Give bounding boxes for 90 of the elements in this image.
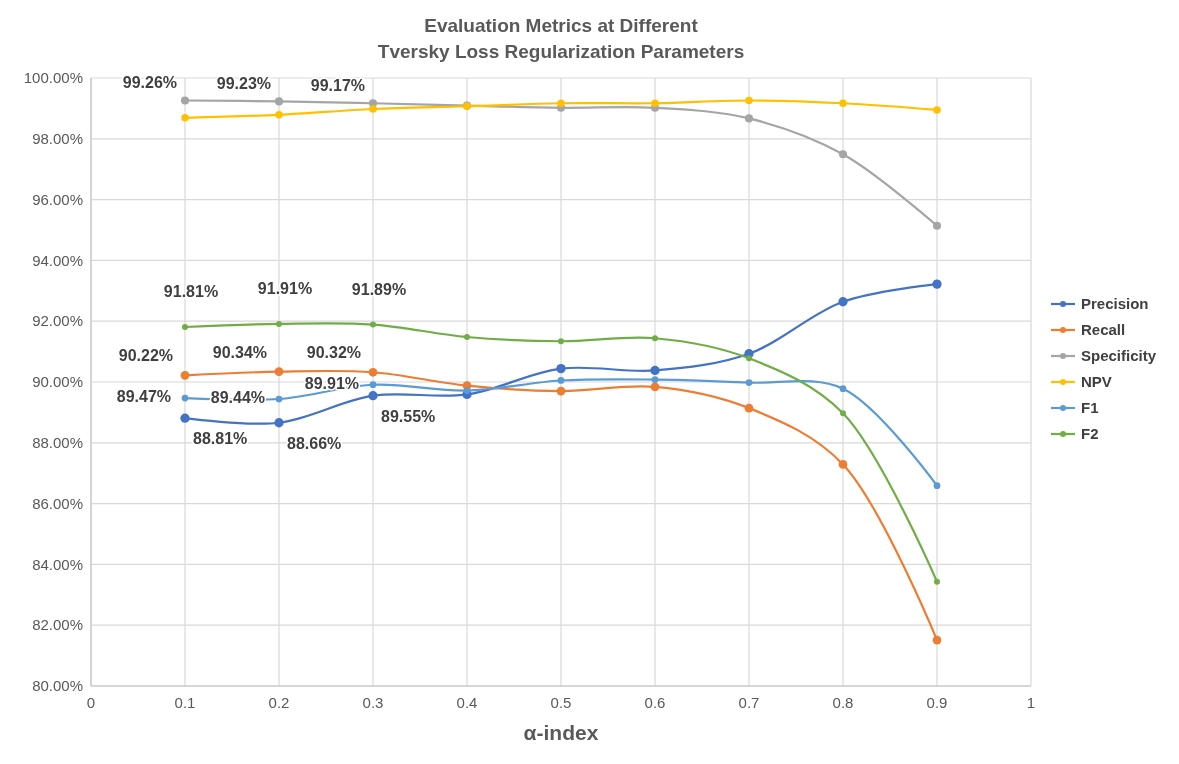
y-tick-label: 92.00% xyxy=(32,312,83,330)
y-tick-label: 90.00% xyxy=(32,373,83,391)
point xyxy=(839,385,847,393)
point xyxy=(933,106,941,114)
data-label: 99.23% xyxy=(216,75,271,93)
point xyxy=(181,394,189,402)
point xyxy=(932,221,942,230)
point xyxy=(180,370,190,380)
point xyxy=(932,279,942,289)
data-label: 90.32% xyxy=(306,344,361,362)
point xyxy=(933,482,941,490)
point xyxy=(182,324,188,330)
point xyxy=(652,335,658,342)
data-label: 89.55% xyxy=(381,407,436,425)
x-tick-label: 0.4 xyxy=(456,694,478,711)
point xyxy=(745,96,753,105)
x-axis-title: α-index xyxy=(523,721,599,744)
x-tick-label: 0 xyxy=(86,694,96,711)
point xyxy=(274,418,284,428)
point xyxy=(557,377,565,384)
point xyxy=(463,387,471,394)
chart-title: Evaluation Metrics at Different Tversky Loss Regularization Parameters xyxy=(377,15,745,62)
point xyxy=(932,635,942,645)
x-tick-label: 0.2 xyxy=(268,694,290,711)
y-tick-label: 84.00% xyxy=(32,555,83,573)
point xyxy=(276,320,282,327)
y-tick-label: 86.00% xyxy=(32,494,83,512)
y-tick-label: 88.00% xyxy=(32,434,83,452)
point xyxy=(368,367,378,377)
y-tick-label: 96.00% xyxy=(32,190,83,208)
point xyxy=(369,105,377,113)
point xyxy=(556,386,566,396)
point xyxy=(368,391,378,401)
point xyxy=(274,97,284,106)
data-label: 88.81% xyxy=(193,430,248,448)
legend-label: F1 xyxy=(1081,399,1099,417)
data-label: 88.66% xyxy=(287,434,342,452)
x-tick-label: 1 xyxy=(1026,694,1036,711)
legend-label: F2 xyxy=(1081,425,1099,443)
data-label: 91.89% xyxy=(351,280,407,298)
point xyxy=(839,99,847,107)
point xyxy=(180,413,190,423)
point xyxy=(744,403,754,413)
data-label: 89.91% xyxy=(304,374,359,392)
legend-label: Precision xyxy=(1081,295,1149,313)
data-label: 90.34% xyxy=(212,343,267,361)
point xyxy=(275,111,283,119)
point xyxy=(180,96,190,105)
x-tick-label: 0.6 xyxy=(644,694,666,711)
point xyxy=(558,338,564,345)
x-tick-label: 0.1 xyxy=(174,694,196,711)
point xyxy=(370,321,376,328)
point xyxy=(746,355,752,362)
point xyxy=(650,365,660,376)
point xyxy=(464,334,470,340)
data-label: 90.22% xyxy=(118,347,173,365)
y-tick-label: 82.00% xyxy=(32,616,83,634)
point xyxy=(838,297,848,307)
point xyxy=(557,99,565,107)
point xyxy=(274,367,284,377)
point xyxy=(934,578,940,585)
legend-label: Specificity xyxy=(1081,347,1157,365)
x-tick-label: 0.7 xyxy=(738,694,760,711)
point xyxy=(369,381,377,389)
legend-label: Recall xyxy=(1081,321,1126,339)
y-tick-label: 100.00% xyxy=(23,69,83,87)
point xyxy=(838,150,848,159)
x-tick-label: 0.8 xyxy=(832,694,854,711)
point xyxy=(840,410,846,417)
data-label: 91.91% xyxy=(257,279,313,297)
data-label: 89.47% xyxy=(116,388,171,406)
x-tick-label: 0.5 xyxy=(550,694,572,711)
data-label: 99.17% xyxy=(310,77,365,95)
point xyxy=(556,363,566,374)
point xyxy=(745,379,753,386)
point xyxy=(650,382,660,392)
y-tick-label: 94.00% xyxy=(32,251,83,269)
y-tick-label: 98.00% xyxy=(32,130,83,148)
x-tick-label: 0.3 xyxy=(362,694,384,711)
x-tick-label: 0.9 xyxy=(926,694,948,711)
legend-label: NPV xyxy=(1081,373,1112,391)
point xyxy=(275,395,283,403)
y-tick-label: 80.00% xyxy=(32,677,83,695)
data-label: 99.26% xyxy=(122,74,177,92)
point xyxy=(651,376,659,383)
point xyxy=(651,99,659,107)
data-label: 91.81% xyxy=(163,282,219,300)
point xyxy=(181,114,189,122)
point xyxy=(838,460,848,469)
point xyxy=(744,114,754,123)
